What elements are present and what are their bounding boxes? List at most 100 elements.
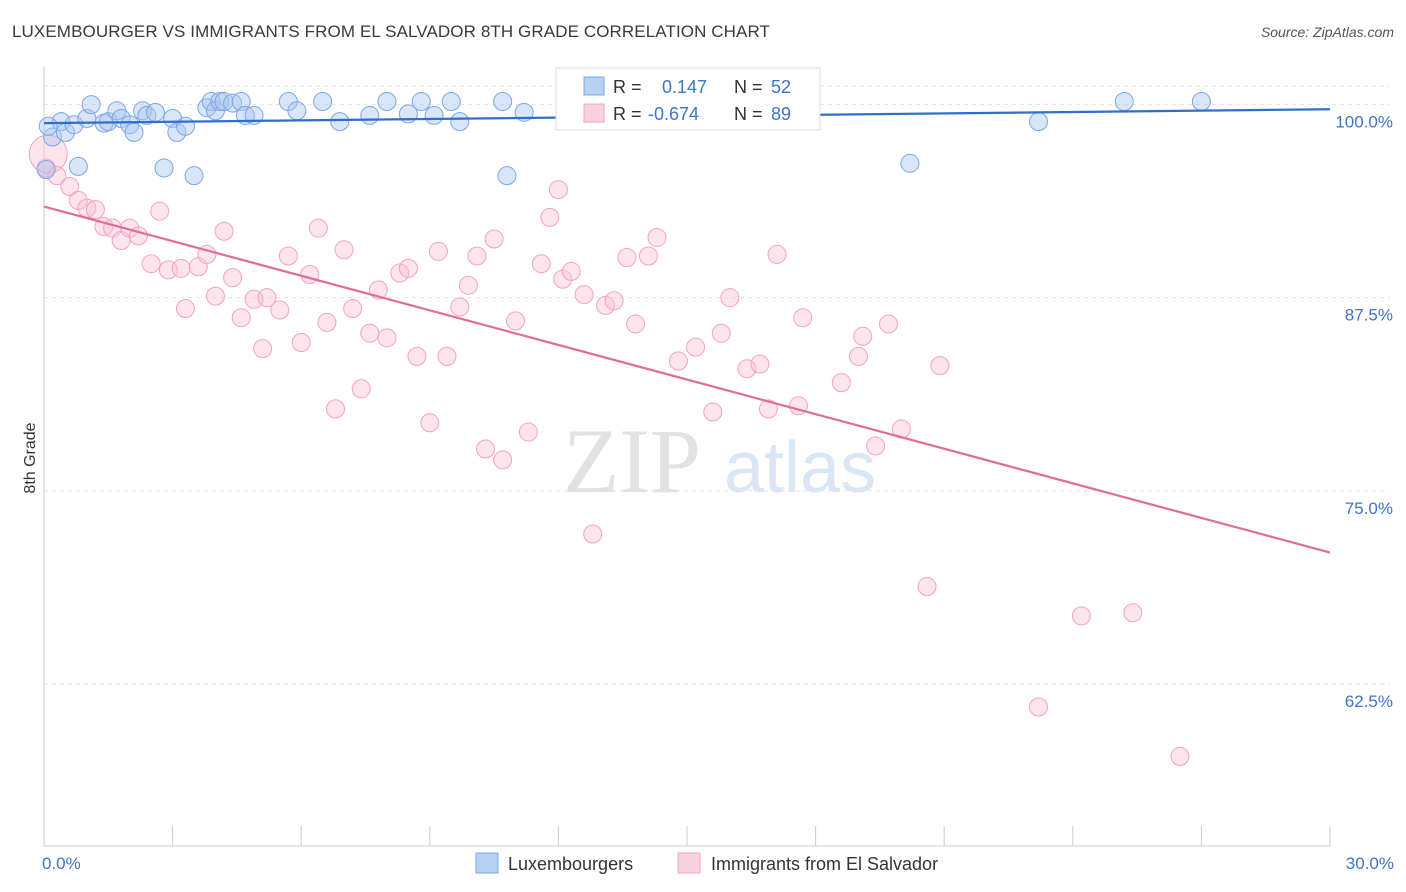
- point-el-salvador: [278, 246, 298, 266]
- point-el-salvador: [420, 413, 440, 433]
- x-tick-label-min: 0.0%: [42, 854, 81, 873]
- series-luxembourgers-points: [36, 92, 1211, 186]
- point-el-salvador: [407, 346, 427, 366]
- y-tick-label: 87.5%: [1345, 306, 1393, 325]
- point-el-salvador: [377, 328, 397, 348]
- source-credit: Source: ZipAtlas.com: [1260, 24, 1394, 40]
- point-luxembourgers: [450, 112, 470, 132]
- point-el-salvador: [325, 399, 345, 419]
- legend-swatch-luxembourgers: [583, 76, 605, 96]
- point-el-salvador: [866, 436, 886, 456]
- point-luxembourgers: [43, 127, 63, 147]
- point-el-salvador: [574, 285, 594, 305]
- point-luxembourgers: [330, 112, 350, 132]
- point-el-salvador: [750, 354, 770, 374]
- point-el-salvador: [47, 166, 67, 186]
- point-el-salvador: [831, 373, 851, 393]
- legend-r-value-2: -0.674: [648, 104, 699, 124]
- y-tick-label: 75.0%: [1345, 499, 1393, 518]
- point-luxembourgers: [145, 102, 165, 122]
- point-el-salvador: [467, 246, 487, 266]
- point-luxembourgers: [424, 105, 444, 125]
- point-luxembourgers: [377, 92, 397, 112]
- point-luxembourgers: [36, 159, 56, 179]
- point-el-salvador: [223, 268, 243, 288]
- watermark-zip: ZIP: [563, 410, 701, 512]
- point-el-salvador: [561, 261, 581, 281]
- point-el-salvador: [1123, 603, 1143, 623]
- point-luxembourgers: [493, 92, 513, 112]
- bottom-legend-swatch-luxembourgers: [475, 852, 499, 874]
- point-el-salvador: [1029, 697, 1049, 717]
- point-luxembourgers: [124, 122, 144, 142]
- point-el-salvador: [878, 314, 898, 334]
- point-el-salvador: [1170, 746, 1190, 766]
- point-el-salvador: [476, 439, 496, 459]
- point-el-salvador: [647, 227, 667, 247]
- bottom-legend-label-el-salvador: Immigrants from El Salvador: [711, 854, 938, 874]
- bottom-legend-swatch-el-salvador: [677, 852, 701, 874]
- point-el-salvador: [257, 288, 277, 308]
- point-el-salvador: [668, 351, 688, 371]
- point-luxembourgers: [313, 92, 333, 112]
- point-el-salvador: [848, 346, 868, 366]
- point-luxembourgers: [184, 166, 204, 186]
- point-el-salvador: [291, 332, 311, 352]
- point-el-salvador: [703, 402, 723, 422]
- point-el-salvador: [1071, 606, 1091, 626]
- point-el-salvador: [450, 297, 470, 317]
- point-el-salvador: [60, 176, 80, 196]
- point-el-salvador: [720, 288, 740, 308]
- point-luxembourgers: [81, 95, 101, 115]
- point-el-salvador: [150, 201, 170, 221]
- point-el-salvador: [518, 422, 538, 442]
- point-el-salvador: [604, 291, 624, 311]
- point-el-salvador: [758, 399, 778, 419]
- point-el-salvador: [428, 241, 448, 261]
- point-el-salvador: [711, 323, 731, 343]
- point-el-salvador: [253, 339, 273, 359]
- legend-r-label-2: R =: [613, 104, 642, 124]
- point-el-salvador: [548, 180, 568, 200]
- point-luxembourgers: [411, 92, 431, 112]
- point-el-salvador: [531, 254, 551, 274]
- point-el-salvador: [270, 300, 290, 320]
- point-el-salvador: [141, 254, 161, 274]
- point-el-salvador: [853, 326, 873, 346]
- y-tick-label: 100.0%: [1335, 113, 1393, 132]
- point-el-salvador: [493, 450, 513, 470]
- point-luxembourgers: [441, 92, 461, 112]
- point-el-salvador: [390, 263, 410, 283]
- point-luxembourgers: [287, 101, 307, 121]
- bottom-legend: Luxembourgers Immigrants from El Salvado…: [475, 852, 938, 874]
- point-luxembourgers: [38, 116, 58, 136]
- point-el-salvador: [583, 524, 603, 544]
- legend-n-value-2: 89: [771, 104, 791, 124]
- point-el-salvador: [231, 308, 251, 328]
- watermark: ZIP atlas: [563, 410, 876, 512]
- point-el-salvador: [175, 298, 195, 318]
- point-el-salvador: [930, 356, 950, 376]
- point-el-salvador: [686, 337, 706, 357]
- point-el-salvador: [334, 240, 354, 260]
- point-el-salvador: [506, 311, 526, 331]
- point-luxembourgers: [497, 166, 517, 186]
- y-axis-label: 8th Grade: [22, 422, 39, 493]
- point-luxembourgers: [51, 112, 71, 132]
- point-el-salvador: [437, 346, 457, 366]
- legend-r-value-1: 0.147: [662, 77, 707, 97]
- point-el-salvador: [360, 323, 380, 343]
- point-el-salvador: [484, 229, 504, 249]
- point-el-salvador: [917, 577, 937, 597]
- legend-r-label-1: R =: [613, 77, 642, 97]
- y-tick-label: 62.5%: [1345, 692, 1393, 711]
- point-el-salvador: [767, 244, 787, 264]
- point-luxembourgers: [175, 116, 195, 136]
- point-luxembourgers: [1191, 92, 1211, 112]
- bottom-legend-label-luxembourgers: Luxembourgers: [508, 854, 633, 874]
- point-el-salvador: [171, 258, 191, 278]
- point-el-salvador: [540, 207, 560, 227]
- y-tick-labels: 100.0% 87.5% 75.0% 62.5%: [1335, 113, 1393, 711]
- point-el-salvador: [626, 314, 646, 334]
- grid-lines: [44, 85, 1390, 685]
